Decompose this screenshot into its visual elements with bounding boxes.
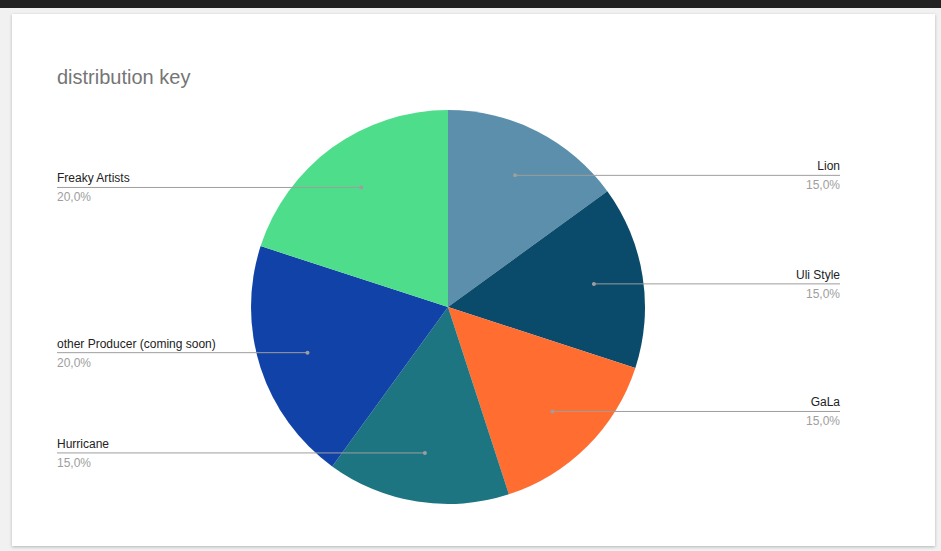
svg-text:GaLa: GaLa bbox=[811, 395, 841, 409]
svg-text:15,0%: 15,0% bbox=[806, 178, 840, 192]
svg-text:15,0%: 15,0% bbox=[806, 287, 840, 301]
svg-text:20,0%: 20,0% bbox=[57, 190, 91, 204]
svg-text:15,0%: 15,0% bbox=[57, 456, 91, 470]
svg-text:20,0%: 20,0% bbox=[57, 356, 91, 370]
svg-text:Uli Style: Uli Style bbox=[796, 268, 840, 282]
svg-text:other Producer (coming soon): other Producer (coming soon) bbox=[57, 337, 216, 351]
svg-text:Lion: Lion bbox=[817, 159, 840, 173]
svg-text:Freaky Artists: Freaky Artists bbox=[57, 171, 130, 185]
svg-text:15,0%: 15,0% bbox=[806, 414, 840, 428]
svg-text:Hurricane: Hurricane bbox=[57, 437, 109, 451]
html-text:distribution key: distribution key bbox=[57, 66, 191, 88]
